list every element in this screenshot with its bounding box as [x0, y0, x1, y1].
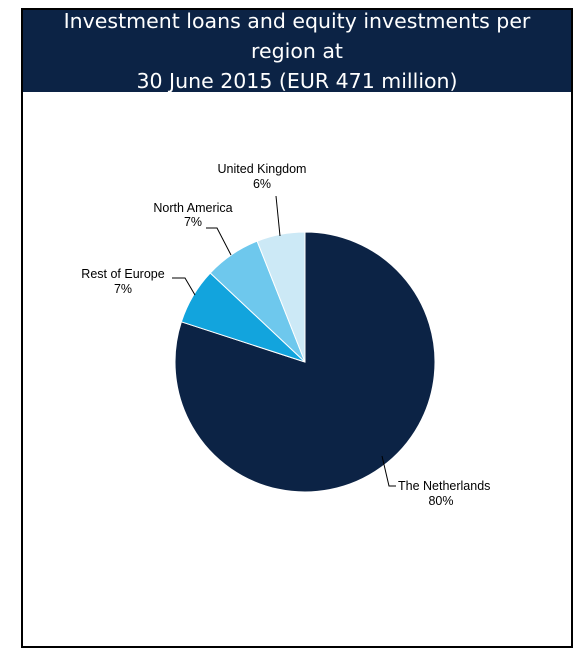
slice-label-the-netherlands: The Netherlands — [398, 479, 490, 493]
slice-value-united-kingdom: 6% — [253, 177, 271, 191]
pie-slice-united-kingdom — [256, 231, 306, 363]
chart-frame: Investment loans and equity investments … — [21, 8, 573, 648]
leader-line-rest-of-europe — [172, 277, 196, 296]
slice-labels: The Netherlands 80% Rest of Europe 7% No… — [81, 162, 490, 508]
slice-value-rest-of-europe: 7% — [114, 282, 132, 296]
chart-title-line-2: 30 June 2015 (EUR 471 million) — [136, 69, 458, 93]
leader-line-united-kingdom — [275, 195, 281, 237]
leader-lines — [172, 195, 396, 487]
leader-line-the-netherlands — [381, 455, 396, 487]
slice-value-north-america: 7% — [184, 215, 202, 229]
pie-slices — [174, 231, 436, 493]
chart-title-line-1: Investment loans and equity investments … — [63, 9, 531, 63]
slice-label-north-america: North America — [153, 201, 232, 215]
slice-label-rest-of-europe: Rest of Europe — [81, 267, 164, 281]
chart-title: Investment loans and equity investments … — [33, 6, 561, 96]
chart-header: Investment loans and equity investments … — [23, 9, 571, 93]
slice-label-united-kingdom: United Kingdom — [218, 162, 307, 176]
leader-line-north-america — [206, 227, 232, 256]
slice-value-the-netherlands: 80% — [428, 494, 453, 508]
pie-chart: The Netherlands 80% Rest of Europe 7% No… — [81, 162, 490, 508]
